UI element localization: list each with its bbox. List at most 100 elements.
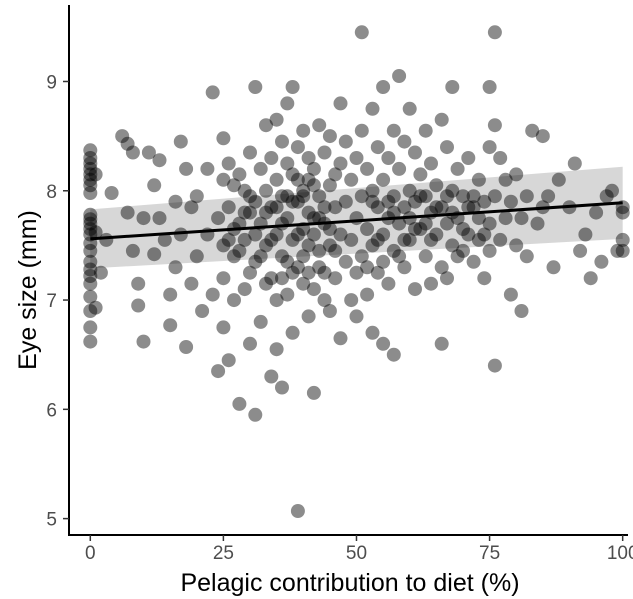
data-point-74 [232,167,247,182]
data-point-130 [306,282,321,297]
data-point-30 [120,136,135,151]
data-point-243 [445,183,460,198]
data-point-9 [83,212,98,227]
data-point-271 [509,238,524,253]
confidence-band-layer [90,166,623,269]
data-point-63 [216,131,231,146]
data-point-190 [354,123,369,138]
data-point-180 [296,249,311,264]
data-point-33 [125,243,140,258]
data-point-197 [365,183,380,198]
data-point-274 [519,189,534,204]
data-point-285 [573,243,588,258]
data-point-1 [83,151,98,165]
data-point-127 [301,309,316,324]
data-point-73 [227,293,241,308]
data-point-133 [312,189,327,204]
data-point-240 [440,216,454,231]
data-point-143 [328,200,343,215]
data-point-34 [131,276,146,291]
data-point-244 [445,238,460,253]
data-point-93 [259,238,273,253]
data-point-160 [290,227,305,242]
data-point-134 [312,243,327,258]
data-point-37 [136,211,151,226]
data-point-200 [370,140,385,155]
data-point-84 [248,80,263,94]
data-point-123 [296,276,311,291]
data-point-253 [471,172,486,187]
data-point-267 [498,211,513,226]
data-point-70 [221,353,236,368]
x-tick-label-100: 100 [607,543,633,564]
data-point-265 [493,232,508,247]
data-point-284 [567,156,582,171]
data-point-29 [115,129,130,144]
data-point-77 [237,183,252,198]
data-point-59 [205,85,220,100]
data-point-204 [376,172,391,187]
data-point-221 [402,183,417,198]
fit-line [90,201,623,241]
data-point-234 [429,178,444,193]
data-point-259 [482,216,497,231]
data-point-211 [386,189,401,204]
data-point-291 [605,183,619,198]
data-point-14 [83,243,98,258]
data-point-209 [381,276,396,291]
data-point-175 [243,189,257,204]
data-point-214 [392,69,407,83]
data-point-137 [317,293,332,308]
data-point-65 [216,238,231,253]
data-point-194 [360,222,375,236]
data-point-44 [163,287,178,302]
data-point-307 [466,189,481,204]
data-point-164 [312,260,327,275]
data-point-220 [402,101,417,116]
data-point-252 [466,254,481,269]
data-point-174 [248,227,263,242]
data-point-85 [248,194,263,209]
data-point-224 [408,194,422,209]
data-point-275 [519,249,534,264]
data-point-173 [253,249,268,264]
data-point-270 [509,167,524,182]
data-point-106 [275,249,289,264]
data-point-109 [280,156,295,171]
data-point-226 [413,167,428,182]
data-point-172 [259,205,273,220]
data-point-54 [189,189,204,204]
data-point-320 [482,243,497,258]
data-point-129 [306,211,321,226]
data-point-236 [434,112,449,127]
data-point-286 [578,227,593,242]
data-point-162 [301,238,316,253]
data-point-108 [280,96,295,111]
data-point-102 [269,293,284,308]
data-point-32 [125,145,140,160]
data-point-310 [376,254,391,269]
data-point-263 [487,358,502,373]
data-point-45 [163,318,178,333]
data-point-156 [349,211,364,226]
data-point-205 [376,227,391,242]
data-point-47 [168,260,183,275]
data-point-101 [269,227,284,242]
data-point-104 [275,134,289,149]
data-point-308 [477,227,492,242]
data-point-191 [354,189,369,204]
y-tick-label-5: 5 [46,510,57,531]
data-point-266 [498,172,513,187]
data-point-168 [275,216,289,231]
data-point-80 [243,145,257,160]
data-point-295 [615,243,630,258]
data-point-223 [408,145,422,160]
data-point-163 [306,178,321,193]
data-point-212 [386,243,401,258]
data-point-229 [418,189,433,204]
y-tick-label-7: 7 [46,291,57,312]
data-point-81 [243,205,257,220]
data-point-140 [322,238,337,253]
data-point-292 [610,243,625,258]
